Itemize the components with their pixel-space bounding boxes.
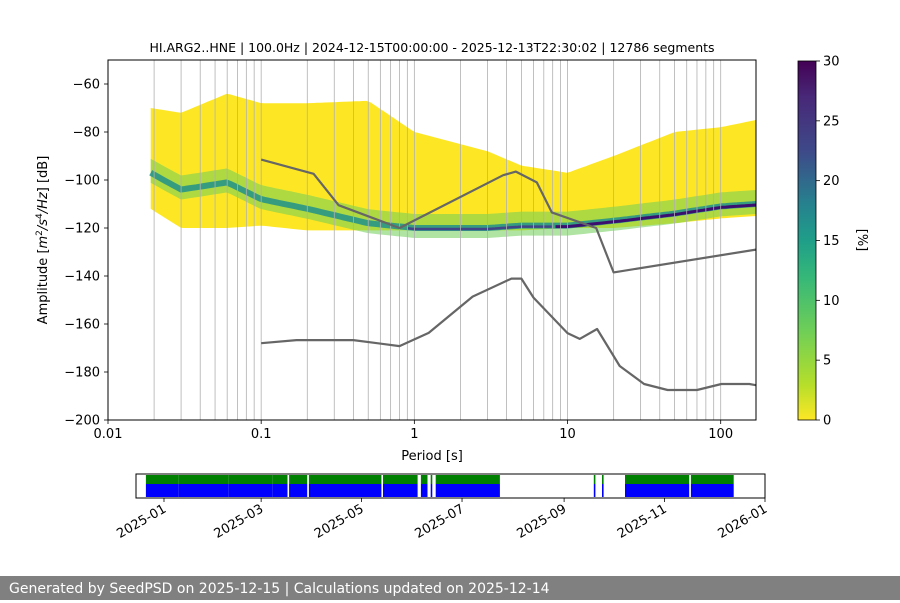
timeline-good-block	[420, 475, 428, 484]
timeline-good-block	[178, 475, 229, 484]
timeline-good-block	[145, 475, 179, 484]
y-tick-label: −60	[73, 78, 100, 93]
timeline-data-block	[593, 484, 596, 497]
timeline-tick-label: 2025-11	[615, 502, 670, 542]
timeline-good-block	[625, 475, 690, 484]
timeline-data-block	[602, 484, 604, 497]
timeline-data-block	[178, 484, 229, 497]
timeline-good-block	[602, 475, 604, 484]
timeline-tick-label: 2026-01	[715, 502, 770, 542]
y-tick-label: −160	[64, 318, 100, 333]
timeline-good-block	[308, 475, 382, 484]
timeline-data-block	[411, 484, 418, 497]
colorbar-ticks: 0 5 10 15 20 25 30	[816, 55, 840, 429]
grid-lines	[107, 60, 722, 420]
psd-chart: HI.ARG2..HNE | 100.0Hz | 2024-12-15T00:0…	[35, 40, 869, 542]
plot-frame	[107, 59, 757, 421]
timeline-good-block	[228, 475, 273, 484]
timeline-good-block	[435, 475, 500, 484]
footer-text: Generated by SeedPSD on 2025-12-15 | Cal…	[0, 576, 900, 600]
y-tick-label: −140	[64, 270, 100, 285]
chart-title: HI.ARG2..HNE | 100.0Hz | 2024-12-15T00:0…	[149, 40, 714, 55]
x-axis-label: Period [s]	[401, 449, 463, 464]
timeline-good-block	[411, 475, 418, 484]
colorbar-tick-label: 30	[823, 55, 840, 70]
timeline-data-block	[289, 484, 308, 497]
timeline-data-block	[272, 484, 288, 497]
timeline-good-block	[272, 475, 288, 484]
timeline-data-block	[430, 484, 433, 497]
y-axis-label: Amplitude [m2/s4/Hz] [dB]	[35, 156, 51, 325]
y-tick-label: −180	[64, 366, 100, 381]
series-line-nlnm	[261, 277, 756, 392]
timeline-tick-label: 2025-03	[212, 502, 267, 542]
timeline-tick-label: 2025-07	[412, 502, 467, 542]
timeline-good-block	[383, 475, 411, 484]
colorbar-tick-label: 20	[823, 174, 840, 189]
colorbar-tick-label: 10	[823, 294, 840, 309]
psd-density-band	[150, 158, 756, 238]
timeline-data-block	[145, 484, 179, 497]
y-tick-label: −120	[64, 222, 100, 237]
axes: 0.01 0.1 1 10 100 −200 −180 −160 −140 −120 −100 −80…	[64, 78, 733, 443]
timeline-tick-label: 2025-09	[515, 502, 570, 542]
colorbar	[797, 60, 817, 421]
timeline-good-block	[289, 475, 308, 484]
timeline-tick-label: 2025-01	[114, 502, 169, 542]
noise-model-curves	[260, 158, 756, 392]
y-tick-label: −100	[64, 174, 100, 189]
timeline-data-block	[308, 484, 382, 497]
x-tick-label: 0.01	[94, 427, 123, 442]
colorbar-tick-label: 15	[823, 234, 840, 249]
series-line-nhnm	[260, 158, 756, 274]
timeline-data-block	[420, 484, 428, 497]
timeline-data-block	[435, 484, 500, 497]
timeline-data-block	[625, 484, 690, 497]
timeline-data-block	[690, 484, 734, 497]
timeline-tick-label: 2025-05	[312, 502, 367, 542]
colorbar-tick-label: 25	[823, 114, 840, 129]
psd-mode-ridge	[407, 225, 552, 231]
x-tick-label: 100	[708, 427, 733, 442]
timeline-data-block	[383, 484, 411, 497]
colorbar-label: [%]	[854, 229, 869, 252]
x-tick-label: 0.1	[251, 427, 272, 442]
x-tick-label: 1	[410, 427, 418, 442]
psd-plot	[149, 93, 756, 238]
timeline-good-block	[690, 475, 734, 484]
timeline-good-block	[430, 475, 433, 484]
colorbar-tick-label: 0	[823, 414, 831, 429]
x-tick-label: 10	[559, 427, 576, 442]
timeline-data-block	[228, 484, 273, 497]
colorbar-tick-label: 5	[823, 354, 831, 369]
timeline-good-block	[593, 475, 596, 484]
y-tick-label: −80	[73, 126, 100, 141]
timeline-coverage: 2025-01 2025-03 2025-05 2025-07 2025-09 2025-…	[114, 475, 770, 542]
y-tick-label: −200	[64, 414, 100, 429]
